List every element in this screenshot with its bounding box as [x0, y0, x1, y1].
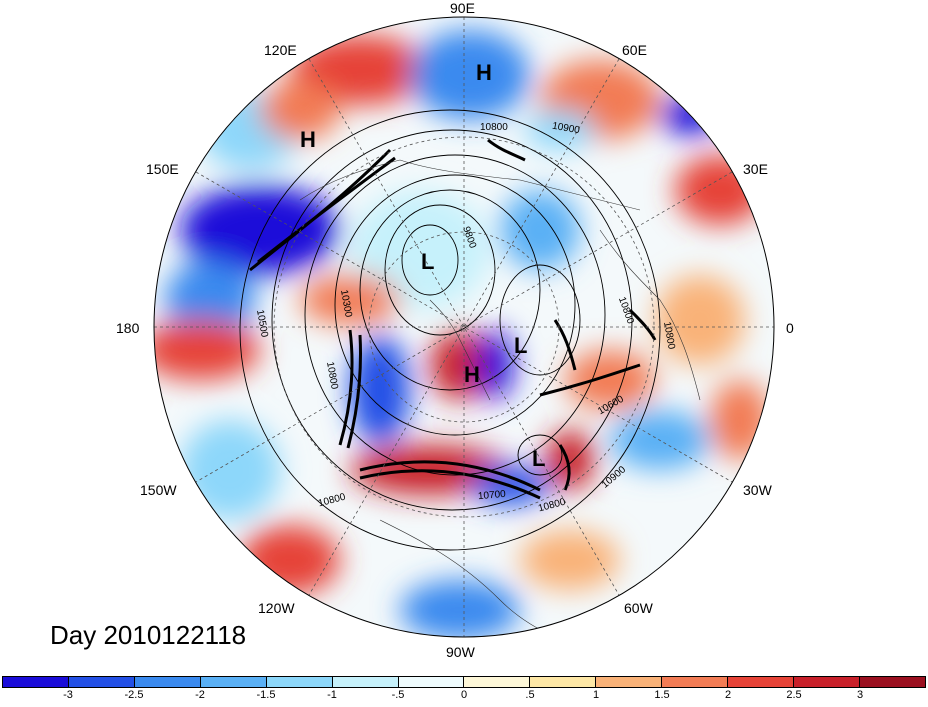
- lon-label-150w: 150W: [140, 482, 177, 498]
- contour-label: 10800: [480, 122, 508, 133]
- lon-label-90w: 90W: [446, 644, 475, 660]
- lon-label-30e: 30E: [743, 161, 768, 177]
- colorbar-swatch: [662, 677, 729, 687]
- colorbar-swatch: [266, 677, 333, 687]
- colorbar-tick-label: 0: [460, 689, 468, 701]
- colorbar-swatch: [464, 677, 531, 687]
- colorbar-tick-label: 3: [856, 689, 864, 701]
- colorbar-swatch: [134, 677, 201, 687]
- lon-label-180: 180: [116, 320, 140, 336]
- date-label: Day 2010122118: [50, 620, 247, 650]
- colorbar-swatch: [794, 677, 860, 687]
- colorbar-swatch: [3, 677, 69, 687]
- colorbar-tick-label: -1.5: [256, 689, 276, 701]
- colorbar-swatch: [596, 677, 663, 687]
- colorbar-tick-label: -3: [63, 689, 73, 701]
- lon-label-30w: 30W: [743, 482, 772, 498]
- colorbar-swatch: [200, 677, 267, 687]
- pressure-center-low: L: [421, 249, 435, 274]
- colorbar-swatch: [68, 677, 135, 687]
- colorbar-swatch: [728, 677, 795, 687]
- colorbar-swatch: [859, 677, 925, 687]
- graticule: [154, 17, 774, 637]
- colorbar-tick-label: -2.5: [124, 689, 144, 701]
- colorbar-tick-label: 2: [724, 689, 732, 701]
- pressure-center-high: H: [476, 60, 492, 85]
- colorbar-swatch: [332, 677, 399, 687]
- lon-label-60e: 60E: [622, 42, 647, 58]
- colorbar-swatch: [530, 677, 597, 687]
- lon-label-90e: 90E: [450, 0, 475, 16]
- colorbar-tick-label: -2: [195, 689, 205, 701]
- colorbar-tick-label: 2.5: [786, 689, 802, 701]
- pressure-center-high: H: [300, 127, 316, 152]
- height-contours: [239, 109, 661, 551]
- colorbar-tick-label: -.5: [391, 689, 405, 701]
- anomaly-shading: [154, 17, 774, 637]
- colorbar-tick-label: .5: [525, 689, 535, 701]
- jet-contours: [249, 138, 657, 500]
- colorbar-tick-label: 1.5: [654, 689, 670, 701]
- colorbar: [2, 676, 926, 688]
- lon-label-120e: 120E: [264, 42, 297, 58]
- lon-label-60w: 60W: [624, 600, 653, 616]
- lon-label-120w: 120W: [258, 600, 295, 616]
- pressure-center-low: L: [532, 446, 546, 471]
- pressure-center-low: L: [514, 333, 528, 358]
- colorbar-swatch: [398, 677, 465, 687]
- lon-label-0: 0: [786, 320, 794, 336]
- lon-label-150e: 150E: [146, 161, 179, 177]
- pressure-center-high: H: [464, 362, 480, 387]
- colorbar-tick-label: -1: [327, 689, 337, 701]
- colorbar-tick-label: 1: [592, 689, 600, 701]
